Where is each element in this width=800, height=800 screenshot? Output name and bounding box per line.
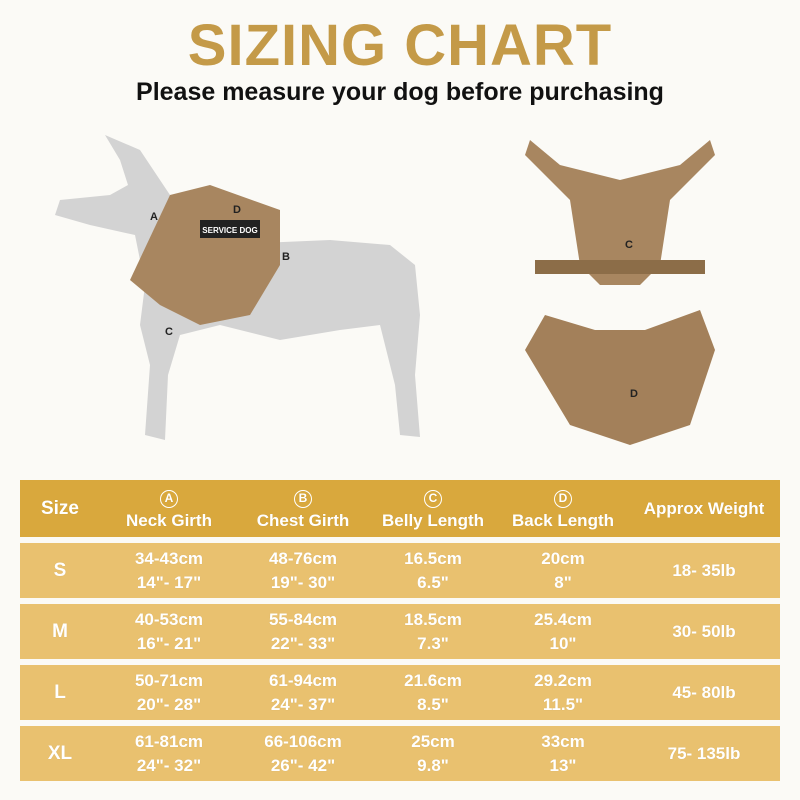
cell-size: XL [47,742,73,764]
harness-label-c: C [625,239,633,251]
dog-illustration: SERVICE DOG A B C D [55,135,420,440]
table-row: M 40-53cm 16"- 21" 55-84cm 22"- 33" 18.5cm 7.3… [20,604,780,659]
header-weight: Approx Weight [643,498,765,518]
cell-back: 25.4cm 10" [534,609,592,653]
cell-back: 33cm 13" [541,731,585,775]
table-row: L 50-71cm 20"- 28" 61-94cm 24"- 37" 21.6cm 8.5… [20,665,780,720]
cell-neck: 50-71cm 20"- 28" [134,670,204,714]
table-row: S 34-43cm 14"- 17" 48-76cm 19"- 30" 16.5cm 6.5… [20,543,780,598]
cell-chest: 55-84cm 22"- 33" [268,609,338,653]
cell-weight: 30- 50lb [672,621,736,641]
cell-weight: 75- 135lb [667,743,741,763]
cell-back: 20cm 8" [541,548,585,592]
header-neck: A Neck Girth [126,489,212,530]
cell-belly: 18.5cm 7.3" [404,609,462,653]
subtitle: Please measure your dog before purchasin… [136,78,664,106]
header-back: D Back Length [511,489,615,530]
label-d: D [233,204,241,216]
cell-size: L [54,681,66,703]
cell-belly: 25cm 9.8" [411,731,455,775]
cell-chest: 48-76cm 19"- 30" [268,548,338,592]
harness-views: C D [525,140,715,445]
cell-chest: 66-106cm 26"- 42" [264,731,342,775]
cell-belly: 16.5cm 6.5" [404,548,462,592]
page-title: SIZING CHART [187,13,613,78]
harness-label-d: D [630,388,638,400]
harness-top-view [525,140,715,285]
label-a: A [150,211,158,223]
sizing-table: Size A Neck Girth B Chest Girth C Belly Len… [20,480,780,787]
table-row: XL 61-81cm 24"- 32" 66-106cm 26"- 42" 25cm 9.8… [20,726,780,781]
header-size: Size [40,497,80,519]
header-chest: B Chest Girth [256,489,350,530]
cell-neck: 61-81cm 24"- 32" [134,731,204,775]
label-c: C [165,326,173,338]
service-dog-patch [200,220,260,238]
cell-neck: 40-53cm 16"- 21" [134,609,204,653]
cell-weight: 45- 80lb [672,682,736,702]
table-header: Size A Neck Girth B Chest Girth C Belly Len… [20,480,780,537]
patch-text: SERVICE DOG [202,226,257,235]
cell-neck: 34-43cm 14"- 17" [134,548,204,592]
cell-chest: 61-94cm 24"- 37" [268,670,338,714]
cell-size: S [53,559,67,581]
cell-size: M [52,620,68,642]
cell-weight: 18- 35lb [672,560,736,580]
harness-back-view [525,310,715,445]
header-belly: C Belly Length [381,489,484,530]
label-b: B [282,251,290,263]
cell-belly: 21.6cm 8.5" [404,670,462,714]
cell-back: 29.2cm 11.5" [534,670,592,714]
